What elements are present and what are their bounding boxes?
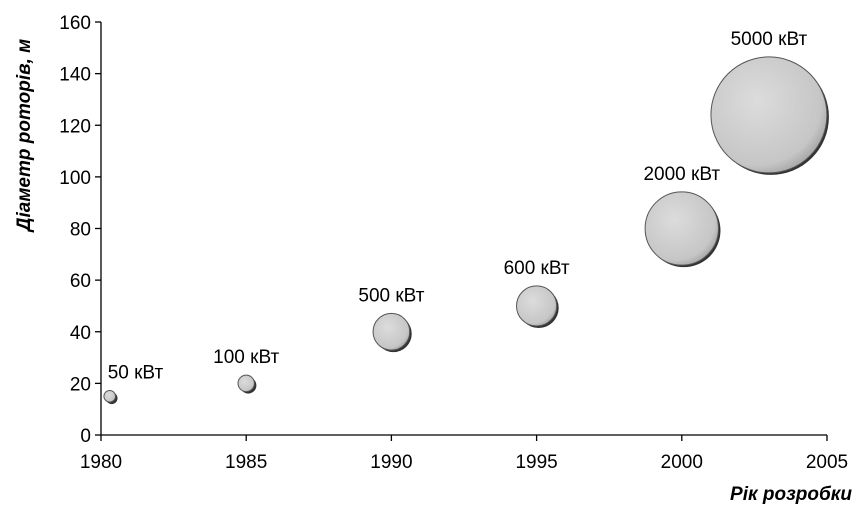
bubble-label: 600 кВт bbox=[504, 258, 570, 279]
y-tick-label: 60 bbox=[70, 271, 91, 292]
x-tick-label: 1980 bbox=[80, 452, 122, 473]
y-tick-labels: 0 20 40 60 80 100 120 140 160 bbox=[59, 13, 91, 447]
y-tick-label: 40 bbox=[70, 323, 91, 344]
axes bbox=[95, 21, 828, 441]
y-tick-label: 20 bbox=[70, 374, 91, 395]
bubble-label: 5000 кВт bbox=[731, 29, 808, 50]
x-tick-label: 1995 bbox=[515, 452, 557, 473]
data-labels: 50 кВт 100 кВт 500 кВт 600 кВт 2000 кВт 5000 … bbox=[108, 29, 808, 384]
x-tick-label: 2000 bbox=[661, 452, 703, 473]
bubble-label: 500 кВт bbox=[358, 285, 424, 306]
bubble bbox=[237, 374, 255, 393]
bubble bbox=[516, 285, 558, 327]
y-tick-label: 100 bbox=[59, 168, 91, 189]
bubble bbox=[372, 312, 411, 351]
bubble bbox=[644, 191, 719, 266]
bubble-label: 100 кВт bbox=[213, 347, 279, 368]
bubble bbox=[710, 56, 828, 174]
y-tick-label: 0 bbox=[80, 426, 91, 447]
bubbles bbox=[103, 56, 829, 405]
bubble-label: 50 кВт bbox=[108, 362, 164, 383]
y-tick-label: 120 bbox=[59, 116, 91, 137]
y-tick-label: 80 bbox=[70, 220, 91, 241]
x-tick-label: 1985 bbox=[225, 452, 267, 473]
bubble-label: 2000 кВт bbox=[643, 164, 720, 185]
x-tick-label: 2005 bbox=[806, 452, 848, 473]
bubble bbox=[103, 389, 117, 403]
x-axis-title: Рік розробки bbox=[730, 484, 852, 505]
y-axis-title: Діаметр роторів, м bbox=[14, 39, 35, 233]
x-tick-label: 1990 bbox=[370, 452, 412, 473]
y-tick-label: 140 bbox=[59, 65, 91, 86]
y-tick-label: 160 bbox=[59, 13, 91, 34]
x-tick-labels: 1980 1985 1990 1995 2000 2005 bbox=[80, 452, 848, 473]
